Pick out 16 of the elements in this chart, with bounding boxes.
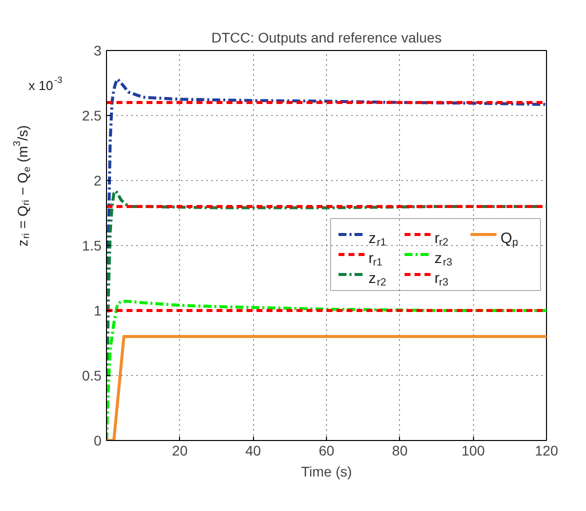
text: zri = Qri − Qe (m3/s) xyxy=(12,125,33,246)
y-tick-label: 2 xyxy=(94,172,102,188)
x-tick-label: 20 xyxy=(172,442,188,458)
y-tick-label: 1 xyxy=(94,302,102,318)
y-tick-label: 2.5 xyxy=(82,108,102,124)
y-tick-label: 3 xyxy=(94,42,102,58)
y-tick-label: 1.5 xyxy=(82,238,102,254)
x-tick-label: 40 xyxy=(245,442,262,458)
x-tick-label: 120 xyxy=(534,442,558,458)
x-axis-title: Time (s) xyxy=(301,464,352,480)
y-tick-label: 0 xyxy=(94,432,102,448)
x-tick-label: 100 xyxy=(461,442,486,458)
chart-title: DTCC: Outputs and reference values xyxy=(211,30,442,46)
x-tick-label: 80 xyxy=(392,442,408,458)
x-tick-label: 60 xyxy=(318,442,334,458)
y-tick-label: 0.5 xyxy=(82,368,102,384)
